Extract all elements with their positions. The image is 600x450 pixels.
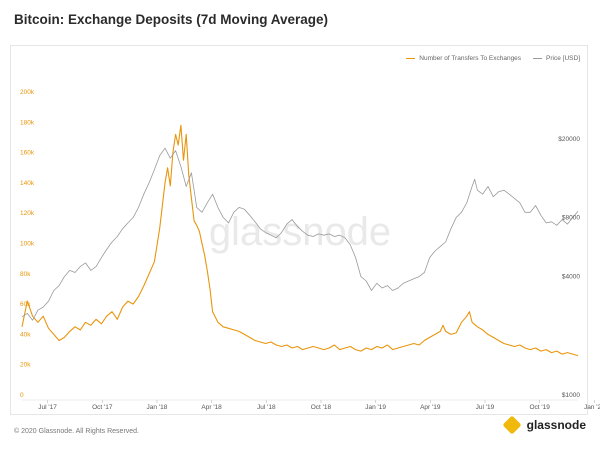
- x-tick-label: Jan '18: [147, 404, 168, 411]
- x-tick-label: Apr '18: [201, 404, 222, 411]
- x-tick-label: Apr '19: [420, 404, 441, 411]
- y-left-tick-label: 20k: [20, 362, 31, 369]
- y-left-tick-label: 100k: [20, 241, 35, 248]
- y-right-tick-label: $8000: [562, 214, 580, 221]
- legend-swatch-price: [533, 57, 543, 60]
- legend-label-transfers: Number of Transfers To Exchanges: [419, 55, 522, 62]
- x-tick-label: Jul '19: [476, 404, 495, 411]
- y-left-tick-label: 80k: [20, 271, 31, 278]
- legend-swatch-transfers: [406, 57, 416, 60]
- x-tick-label: Oct '19: [529, 404, 550, 411]
- chart-legend[interactable]: Number of Transfers To Exchanges Price […: [406, 55, 580, 62]
- x-tick-label: Jul '18: [257, 404, 276, 411]
- x-tick-label: Oct '18: [311, 404, 332, 411]
- brand-diamond-icon: [502, 415, 522, 435]
- y-left-tick-label: 200k: [20, 89, 35, 96]
- copyright-footer: © 2020 Glassnode. All Rights Reserved.: [14, 428, 140, 435]
- chart-title: Bitcoin: Exchange Deposits (7d Moving Av…: [14, 12, 329, 27]
- legend-label-price: Price [USD]: [546, 55, 580, 62]
- x-tick-label: Jan '19: [365, 404, 386, 411]
- legend-item-transfers[interactable]: Number of Transfers To Exchanges: [406, 55, 521, 62]
- x-tick-label: Oct '17: [92, 404, 113, 411]
- y-left-tick-label: 0: [20, 392, 24, 399]
- y-left-tick-label: 180k: [20, 119, 35, 126]
- chart-panel: [10, 45, 588, 415]
- x-tick-label: Jul '17: [38, 404, 57, 411]
- y-left-tick-label: 120k: [20, 210, 35, 217]
- x-tick-label: Jan '20: [584, 404, 600, 411]
- watermark-text: glassnode: [209, 210, 391, 254]
- brand-logo[interactable]: glassnode: [502, 415, 586, 435]
- y-left-tick-label: 140k: [20, 180, 35, 187]
- series-line-transfers: [21, 124, 579, 357]
- y-left-tick-label: 160k: [20, 150, 35, 157]
- y-left-tick-label: 40k: [20, 331, 31, 338]
- y-right-tick-label: $20000: [558, 136, 580, 143]
- y-right-tick-label: $4000: [562, 274, 580, 281]
- series-line-price: [21, 147, 579, 321]
- brand-name: glassnode: [526, 418, 586, 432]
- legend-item-price[interactable]: Price [USD]: [533, 55, 580, 62]
- y-left-tick-label: 60k: [20, 301, 31, 308]
- y-right-tick-label: $1000: [562, 392, 580, 399]
